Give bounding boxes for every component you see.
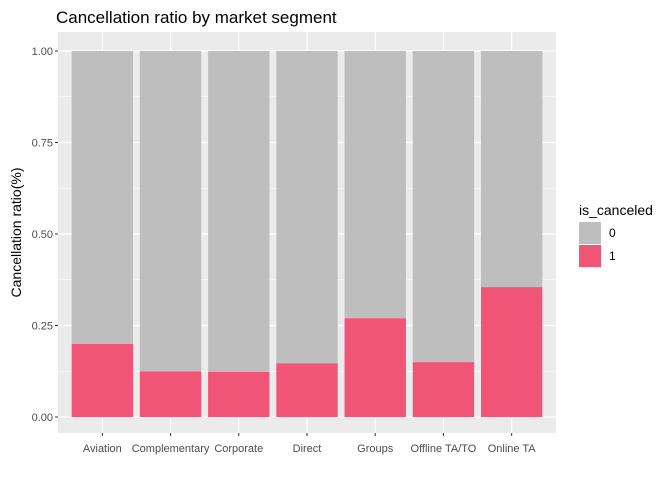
bar-complementary-is-canceled-0 <box>139 51 202 372</box>
bar-online-ta-is-canceled-0 <box>480 51 543 288</box>
bar-offline-ta-to-is-canceled-0 <box>412 51 475 363</box>
bar-complementary-is-canceled-1 <box>139 371 202 417</box>
bar-corporate-is-canceled-0 <box>208 51 270 372</box>
bar-aviation-is-canceled-1 <box>71 343 134 417</box>
y-axis-title: Cancellation ratio(%) <box>8 168 24 298</box>
y-axis-ticks: 0.00 0.25 0.50 0.75 1.00 <box>32 46 58 424</box>
legend-key-1 <box>579 245 601 267</box>
y-tick-label: 0.50 <box>32 229 53 241</box>
y-tick-label: 1.00 <box>32 46 53 58</box>
x-tick-label: Corporate <box>214 443 263 455</box>
legend: is_canceled 0 1 <box>579 202 653 267</box>
bar-online-ta-is-canceled-1 <box>480 287 543 417</box>
x-tick-label: Direct <box>293 443 322 455</box>
chart-title: Cancellation ratio by market segment <box>56 8 337 27</box>
bar-corporate-is-canceled-1 <box>208 371 270 417</box>
y-tick-label: 0.75 <box>32 138 53 150</box>
bar-direct-is-canceled-0 <box>276 51 338 364</box>
bars <box>71 51 543 417</box>
legend-title: is_canceled <box>579 202 653 218</box>
y-tick-label: 0.25 <box>32 321 53 333</box>
x-tick-label: Groups <box>357 443 394 455</box>
legend-key-0 <box>579 222 601 244</box>
legend-label-1: 1 <box>609 249 616 263</box>
bar-direct-is-canceled-1 <box>276 363 338 417</box>
bar-aviation-is-canceled-0 <box>71 51 134 344</box>
x-tick-label: Online TA <box>488 443 537 455</box>
x-tick-label: Complementary <box>132 443 210 455</box>
x-tick-label: Offline TA/TO <box>411 443 477 455</box>
x-axis-ticks: Aviation Complementary Corporate Direct Grou… <box>83 433 536 455</box>
legend-label-0: 0 <box>609 226 616 240</box>
bar-offline-ta-to-is-canceled-1 <box>412 362 475 417</box>
y-tick-label: 0.00 <box>32 412 53 424</box>
bar-groups-is-canceled-1 <box>344 318 406 417</box>
bar-groups-is-canceled-0 <box>344 51 406 319</box>
x-tick-label: Aviation <box>83 443 122 455</box>
